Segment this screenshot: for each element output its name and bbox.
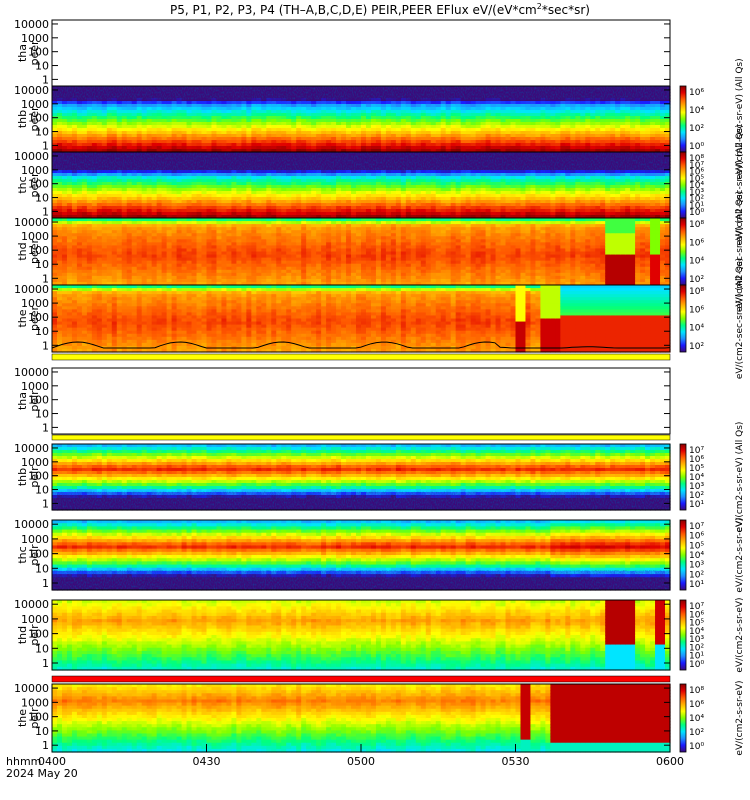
y-tick-label: 10000 <box>14 18 49 31</box>
panel-species-label: peer <box>28 40 41 66</box>
figure-canvas: P5, P1, P2, P3, P4 (TH–A,B,C,D,E) PEIR,P… <box>0 0 750 800</box>
chart-title: P5, P1, P2, P3, P4 (TH–A,B,C,D,E) PEIR,P… <box>170 2 590 17</box>
panel-frame <box>52 20 670 86</box>
